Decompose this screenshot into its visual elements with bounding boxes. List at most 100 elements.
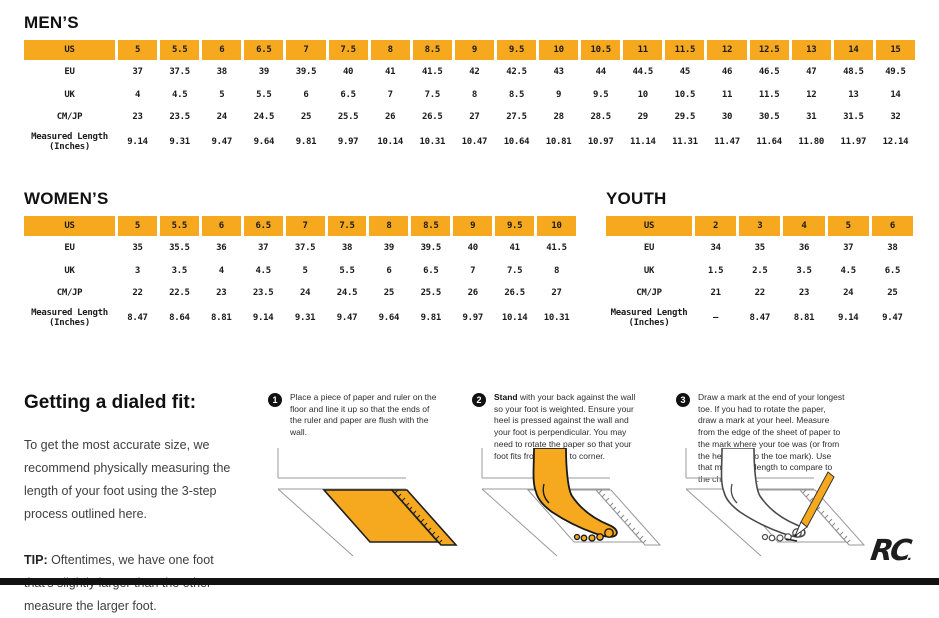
mens-size-section: MEN’S US 5 5.5 6 6.5 7 7.5 8 8.5 9 9.5 10 10.5 11 11.5…: [24, 13, 915, 156]
size-value-cell: 43: [553, 66, 564, 77]
size-value-cell: 42.5: [506, 66, 527, 77]
row-label-cell: UK: [643, 265, 655, 276]
size-value-cell: 27.5: [506, 111, 527, 122]
row-label-cell: CM/JP: [636, 287, 662, 298]
size-value-cell: 7: [387, 89, 393, 100]
size-value-cell: 11.97: [840, 136, 867, 147]
size-value-cell: 6.5: [340, 89, 356, 100]
size-value-cell: 8.81: [793, 312, 815, 323]
size-value-cell: 35: [754, 242, 766, 253]
size-value-cell: 11.31: [672, 136, 698, 147]
size-value-cell: 26: [467, 287, 479, 298]
size-header-cell: 4: [783, 216, 825, 236]
row-label-cell: CM/JP: [56, 111, 83, 122]
youth-size-section: YOUTH US 2 3 4 5 6 EU 34 35 36 37 38 UK 1.5 2.5 3.5 4.5 6…: [606, 189, 913, 332]
fit-guide-heading: Getting a dialed fit:: [24, 392, 197, 413]
size-value-cell: 39: [383, 242, 395, 253]
size-header-cell: 9: [454, 40, 494, 60]
size-value-cell: 45: [679, 66, 691, 77]
size-value-cell: 9.14: [127, 136, 148, 147]
size-header-cell: 3: [739, 216, 781, 236]
size-value-cell: 26: [385, 111, 396, 122]
size-header-cell: 5: [118, 216, 157, 236]
fit-step-1: 1 Place a piece of paper and ruler on th…: [268, 392, 458, 570]
header-label-cell: US: [606, 216, 692, 236]
size-value-cell: 23: [216, 287, 227, 298]
size-value-cell: 10.14: [501, 312, 528, 323]
foot-against-wall-illustration: [481, 448, 662, 557]
size-value-cell: 30.5: [758, 111, 780, 122]
size-header-cell: 6: [201, 216, 241, 236]
size-value-cell: 3: [134, 265, 141, 276]
size-value-cell: 6.5: [423, 265, 439, 276]
size-value-cell: 10.97: [587, 136, 614, 147]
size-header-cell: 7: [286, 40, 326, 60]
size-value-cell: 39: [258, 66, 270, 77]
size-value-cell: 24: [299, 287, 311, 298]
step-3-number-badge: 3: [676, 393, 690, 407]
row-label-cell: UK: [64, 265, 75, 276]
size-value-cell: 12.14: [882, 136, 909, 147]
size-header-cell: 5: [118, 40, 158, 60]
size-value-cell: 9.5: [593, 89, 609, 100]
tip-label: TIP:: [24, 552, 48, 567]
size-value-cell: 25.5: [420, 287, 442, 298]
size-value-cell: 9: [556, 89, 562, 100]
size-value-cell: 49.5: [885, 66, 906, 77]
rc-brand-logo: RC.: [868, 533, 915, 567]
size-header-cell: 6.5: [243, 216, 283, 236]
size-value-cell: 37: [258, 242, 269, 253]
row-label-cell: Measured Length (Inches): [31, 131, 108, 152]
size-header-cell: 6: [871, 216, 913, 236]
size-header-cell: 9.5: [496, 40, 537, 60]
size-header-cell: 8.5: [411, 216, 451, 236]
size-value-cell: 28.5: [590, 111, 611, 122]
size-value-cell: 9.81: [420, 312, 442, 323]
size-header-cell: 10: [539, 40, 579, 60]
size-value-cell: 7: [470, 265, 476, 276]
size-value-cell: 9.64: [378, 312, 400, 323]
size-value-cell: 11: [721, 89, 733, 100]
size-value-cell: 3.5: [171, 265, 188, 276]
size-header-cell: 6.5: [244, 40, 284, 60]
size-value-cell: 36: [798, 242, 810, 253]
size-value-cell: 25.5: [337, 111, 359, 122]
size-value-cell: 27: [551, 287, 562, 298]
row-label-cell: EU: [64, 242, 75, 253]
size-value-cell: 23: [798, 287, 810, 298]
row-label-cell: Measured Length (Inches): [610, 307, 688, 328]
step-2-number-badge: 2: [472, 393, 486, 407]
size-value-cell: 9.47: [336, 312, 358, 323]
size-value-cell: 9.97: [462, 312, 483, 323]
size-value-cell: 4: [134, 89, 141, 100]
size-value-cell: 11.14: [630, 136, 656, 147]
size-value-cell: 24.5: [336, 287, 358, 298]
size-value-cell: –: [713, 312, 719, 323]
size-header-cell: 14: [833, 40, 873, 60]
womens-title: WOMEN’S: [24, 189, 109, 208]
size-value-cell: 29.5: [674, 111, 696, 122]
size-value-cell: 8: [471, 89, 477, 100]
size-value-cell: 25: [887, 287, 898, 298]
fit-step-3: 3 Draw a mark at the end of your longest…: [676, 392, 866, 570]
rc-logo-text: RC: [868, 533, 911, 567]
size-value-cell: 38: [216, 66, 228, 77]
size-value-cell: 10.81: [545, 136, 572, 147]
size-value-cell: 11.47: [714, 136, 740, 147]
size-value-cell: 9.64: [253, 136, 275, 147]
size-value-cell: 10.5: [674, 89, 696, 100]
size-value-cell: 11.80: [798, 136, 825, 147]
size-value-cell: 5: [219, 89, 225, 100]
size-value-cell: 8.47: [127, 312, 148, 323]
size-value-cell: 7.5: [506, 265, 523, 276]
size-value-cell: 6.5: [884, 265, 901, 276]
size-value-cell: 42: [469, 66, 480, 77]
size-value-cell: 22.5: [169, 287, 190, 298]
size-value-cell: 44: [595, 66, 607, 77]
size-value-cell: 40: [467, 242, 479, 253]
size-value-cell: 5.5: [256, 89, 272, 100]
size-value-cell: 9.14: [837, 312, 859, 323]
size-value-cell: 30: [721, 111, 733, 122]
size-value-cell: 35: [132, 242, 143, 253]
size-value-cell: 10.64: [503, 136, 530, 147]
